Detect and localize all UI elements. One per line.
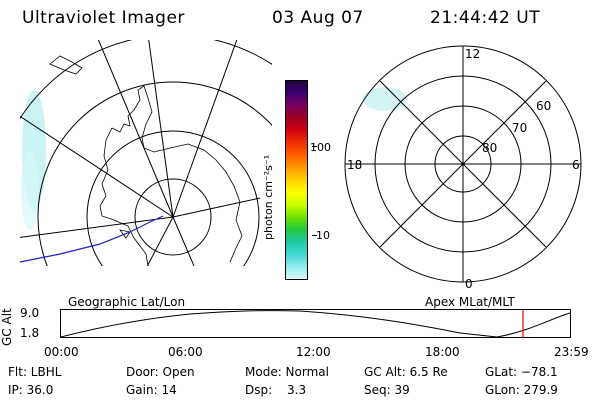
timeline-axis-label: GC Alt bbox=[0, 308, 14, 346]
mlt-label-0: 0 bbox=[465, 277, 473, 291]
tick-0600: 06:00 bbox=[168, 345, 203, 359]
mlt-label-6: 6 bbox=[572, 158, 580, 172]
apex-caption: Apex MLat/MLT bbox=[425, 295, 515, 309]
tick-1200: 12:00 bbox=[296, 345, 331, 359]
colorbar-tick-mark-100 bbox=[312, 146, 317, 147]
tick-2359: 23:59 bbox=[554, 345, 589, 359]
altitude-curve bbox=[60, 310, 571, 338]
timeline-y-top: 9.0 bbox=[20, 306, 40, 320]
colorbar-unit: photon cm⁻²s⁻¹ bbox=[262, 154, 275, 240]
coastline bbox=[49, 55, 243, 266]
satellite-track bbox=[20, 215, 164, 263]
mlt-label-18: 18 bbox=[347, 158, 362, 172]
colorbar-tick-10: 10 bbox=[316, 229, 330, 242]
tick-1800: 18:00 bbox=[425, 345, 460, 359]
lat-circle-mid bbox=[86, 130, 260, 266]
status-gain: Gain: 14 bbox=[126, 383, 177, 397]
lat-circle-far bbox=[20, 40, 272, 120]
timeline-plot bbox=[60, 309, 571, 338]
status-seq: Seq: 39 bbox=[364, 383, 410, 397]
aurora-emission-geo bbox=[21, 90, 46, 230]
colorbar bbox=[285, 80, 308, 280]
time-label: 21:44:42 UT bbox=[430, 8, 541, 28]
mlat-label-70: 70 bbox=[512, 121, 527, 135]
status-mode: Mode: Normal bbox=[245, 365, 329, 379]
timeline-frame bbox=[60, 309, 571, 338]
status-filter: Flt: LBHL bbox=[8, 365, 62, 379]
status-ip: IP: 36.0 bbox=[8, 383, 54, 397]
date-label: 03 Aug 07 bbox=[272, 8, 364, 28]
geographic-caption: Geographic Lat/Lon bbox=[68, 295, 186, 309]
aurora-emission-apex bbox=[363, 87, 407, 111]
colorbar-tick-mark-10 bbox=[312, 235, 317, 236]
lat-circle-outer bbox=[37, 81, 272, 266]
mlat-label-80: 80 bbox=[482, 141, 497, 155]
colorbar-gradient bbox=[286, 81, 307, 279]
status-glon: GLon: 279.9 bbox=[485, 383, 558, 397]
geographic-map bbox=[20, 40, 272, 266]
mlat-label-60: 60 bbox=[536, 99, 551, 113]
tick-0000: 00:00 bbox=[44, 345, 79, 359]
status-gcalt: GC Alt: 6.5 Re bbox=[364, 365, 448, 379]
colorbar-tick-100: 100 bbox=[310, 141, 331, 154]
status-dsp-value: 3.3 bbox=[287, 383, 307, 397]
mlt-label-12: 12 bbox=[465, 47, 480, 61]
status-glat: GLat: −78.1 bbox=[485, 365, 558, 379]
timeline-y-bottom: 1.8 bbox=[20, 326, 40, 340]
apex-polar-plot: 12 0 18 6 60 70 80 bbox=[344, 45, 582, 291]
status-door: Door: Open bbox=[126, 365, 195, 379]
status-dsp-label: Dsp: bbox=[245, 383, 273, 397]
instrument-title: Ultraviolet Imager bbox=[22, 8, 185, 28]
lat-circle-inner bbox=[134, 178, 212, 256]
